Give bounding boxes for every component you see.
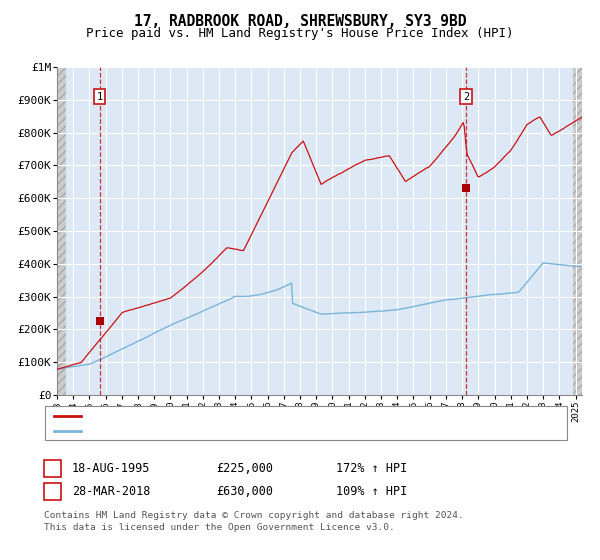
Text: £630,000: £630,000 <box>216 485 273 498</box>
Text: 109% ↑ HPI: 109% ↑ HPI <box>336 485 407 498</box>
Text: 1: 1 <box>49 464 56 474</box>
Text: 2: 2 <box>49 487 56 497</box>
Text: Contains HM Land Registry data © Crown copyright and database right 2024.
This d: Contains HM Land Registry data © Crown c… <box>44 511 464 532</box>
Text: 17, RADBROOK ROAD, SHREWSBURY, SY3 9BD (detached house): 17, RADBROOK ROAD, SHREWSBURY, SY3 9BD (… <box>86 411 430 421</box>
Text: £225,000: £225,000 <box>216 462 273 475</box>
Text: 1: 1 <box>97 92 103 102</box>
Bar <box>573 67 582 395</box>
Text: 28-MAR-2018: 28-MAR-2018 <box>72 485 151 498</box>
Text: 2: 2 <box>463 92 469 102</box>
Text: 17, RADBROOK ROAD, SHREWSBURY, SY3 9BD: 17, RADBROOK ROAD, SHREWSBURY, SY3 9BD <box>134 14 466 29</box>
Bar <box>57 67 66 395</box>
Text: HPI: Average price, detached house, Shropshire: HPI: Average price, detached house, Shro… <box>86 426 373 436</box>
Text: 18-AUG-1995: 18-AUG-1995 <box>72 462 151 475</box>
Text: Price paid vs. HM Land Registry's House Price Index (HPI): Price paid vs. HM Land Registry's House … <box>86 27 514 40</box>
Text: 172% ↑ HPI: 172% ↑ HPI <box>336 462 407 475</box>
